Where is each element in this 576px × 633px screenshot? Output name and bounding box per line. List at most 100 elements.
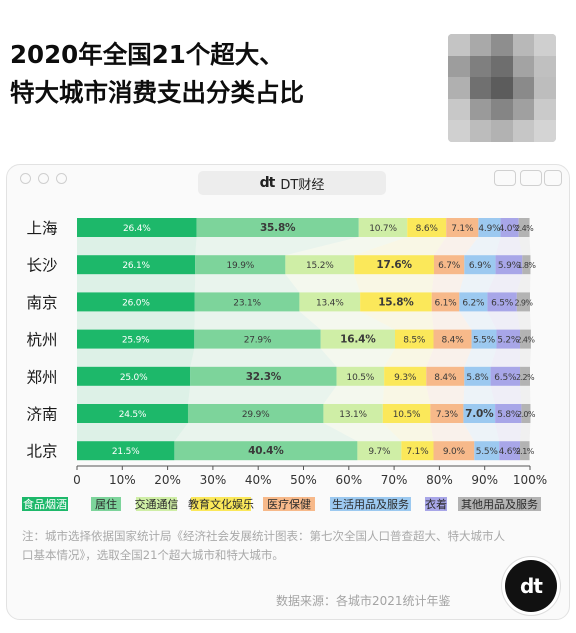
connector-band <box>382 423 434 442</box>
connector-band <box>459 274 496 293</box>
data-label: 8.6% <box>416 224 439 234</box>
connector-band <box>464 348 497 367</box>
bar-segment <box>354 255 434 275</box>
connector-band <box>174 423 358 442</box>
x-tick-label: 30% <box>200 473 227 487</box>
connector-band <box>320 348 396 367</box>
legend-swatch <box>263 497 315 511</box>
connector-band <box>382 385 431 404</box>
dt-corner-logo-icon: dt <box>505 560 557 612</box>
connector-band <box>487 274 523 293</box>
connector-band <box>459 311 497 330</box>
data-label: 6.1% <box>434 298 457 308</box>
legend-label: 食品烟酒 <box>23 497 67 511</box>
bar-segment <box>320 329 396 349</box>
avatar-pixel <box>491 120 513 142</box>
legend-swatch <box>191 497 251 511</box>
connector-band <box>520 423 531 442</box>
data-label: 17.6% <box>376 259 412 271</box>
bar-segment <box>384 366 427 386</box>
data-label: 8.4% <box>441 336 464 346</box>
x-tick-label: 50% <box>290 473 317 487</box>
data-label: 26.0% <box>122 298 150 308</box>
share-icon[interactable] <box>520 170 542 186</box>
connector-band <box>431 311 472 330</box>
avatar-pixel <box>512 77 535 99</box>
avatar-pixel <box>512 98 535 121</box>
bar-segment <box>77 255 196 275</box>
data-source: 数据来源：各城市2021统计年鉴 <box>276 594 451 608</box>
title-line-1: 2020年全国21个超大、 <box>10 40 284 69</box>
connector-band <box>194 274 300 293</box>
window-maximize-icon[interactable] <box>56 173 67 184</box>
bar-segment <box>499 441 521 461</box>
bar-segment <box>360 292 432 312</box>
category-label: 长沙 <box>26 257 57 275</box>
data-label: 9.3% <box>394 373 417 383</box>
bar-segment <box>77 292 195 312</box>
window-close-icon[interactable] <box>20 173 31 184</box>
bar-segment <box>487 292 517 312</box>
connector-band <box>77 274 196 293</box>
legend-swatch <box>136 497 177 511</box>
bar-segment <box>433 255 465 275</box>
avatar-pixel <box>469 34 492 56</box>
bar-segment <box>395 329 434 349</box>
data-label: 35.8% <box>260 222 296 234</box>
connector-band <box>495 237 523 256</box>
connector-band <box>495 423 522 442</box>
connector-band <box>520 385 531 404</box>
data-label: 7.3% <box>436 410 459 420</box>
data-label: 25.9% <box>122 336 150 346</box>
connector-band <box>299 311 396 330</box>
avatar-pixel <box>534 98 556 121</box>
avatar-pixel <box>491 77 513 99</box>
data-label: 26.1% <box>122 261 150 271</box>
connector-band <box>518 237 531 256</box>
connector-band <box>516 274 531 293</box>
chart-card <box>6 164 570 620</box>
window-minimize-icon[interactable] <box>38 173 49 184</box>
connector-band <box>431 274 465 293</box>
data-label: 8.5% <box>403 336 426 346</box>
bar-segment <box>464 255 496 275</box>
connector-band <box>490 385 522 404</box>
bar-segment <box>77 441 175 461</box>
bar-segment <box>357 441 402 461</box>
avatar-pixel <box>448 98 470 121</box>
data-label: 2.0% <box>517 410 536 419</box>
legend-swatch <box>22 497 68 511</box>
legend-swatch <box>458 497 541 511</box>
connector-band <box>285 274 361 293</box>
data-label: 6.7% <box>438 261 461 271</box>
bar-segment <box>358 218 408 237</box>
legend-label: 教育文化娱乐 <box>188 497 254 511</box>
connector-band <box>463 385 496 404</box>
page-title: 2020年全国21个超大、 特大城市消费支出分类占比 <box>10 36 430 112</box>
avatar-pixel <box>469 77 492 99</box>
avatar-pixel <box>534 120 556 142</box>
connector-band <box>77 237 197 256</box>
toggle-icon[interactable] <box>494 170 516 186</box>
bar-segment <box>431 292 460 312</box>
copy-icon[interactable] <box>544 170 562 186</box>
legend-label: 交通通信 <box>135 497 179 511</box>
x-tick-label: 70% <box>381 473 408 487</box>
bar-segment <box>500 218 519 237</box>
connector-band <box>384 348 434 367</box>
data-label: 19.9% <box>227 261 255 271</box>
bar-segment <box>285 255 355 275</box>
avatar-pixel <box>512 55 535 78</box>
connector-band <box>426 348 472 367</box>
data-label: 8.4% <box>434 373 457 383</box>
bar-segment <box>407 218 447 237</box>
connector-band <box>464 237 501 256</box>
bar-segment <box>521 404 531 423</box>
data-label: 26.4% <box>123 224 151 234</box>
bar-segment <box>195 255 286 275</box>
bar-segment <box>518 218 530 237</box>
avatar-pixel <box>512 120 535 142</box>
data-label: 25.0% <box>120 373 148 383</box>
connector-band <box>285 237 408 256</box>
data-label: 2.2% <box>516 373 535 382</box>
